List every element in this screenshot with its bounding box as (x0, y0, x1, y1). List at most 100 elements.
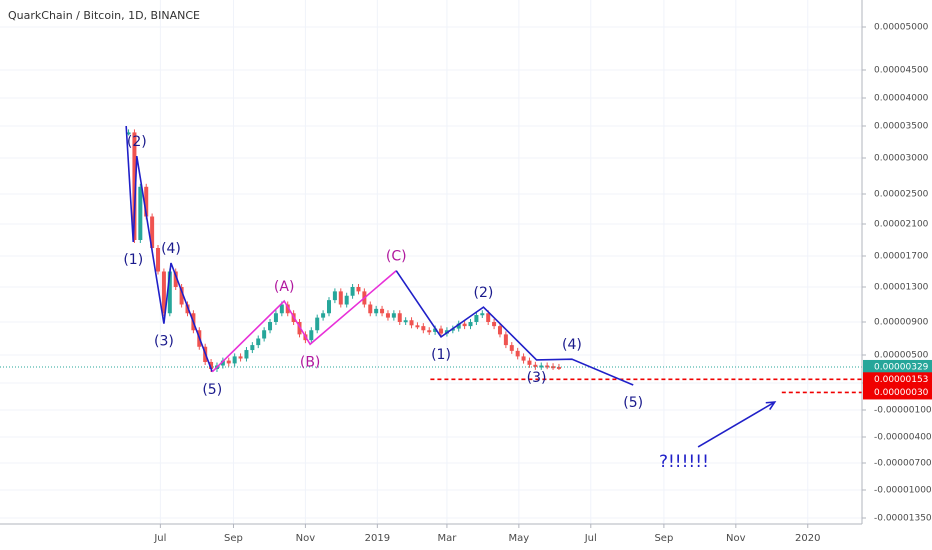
wave-label: (A) (274, 279, 295, 295)
candle (232, 356, 237, 364)
y-tick-label: 0.00002500 (874, 190, 929, 200)
candle (285, 304, 290, 314)
candle (209, 362, 214, 369)
y-tick-label: 0.00005000 (874, 23, 929, 33)
candle (433, 328, 438, 332)
chart-title: QuarkChain / Bitcoin, 1D, BINANCE (8, 9, 200, 22)
wave-label: (3) (527, 370, 547, 386)
candle (262, 330, 267, 339)
x-tick-label: Jul (584, 533, 597, 544)
x-tick-label: 2019 (365, 533, 390, 544)
wave-label: (B) (300, 354, 321, 370)
candle (173, 271, 178, 287)
candle (492, 322, 497, 327)
y-tick-label: -0.00001350 (874, 514, 932, 524)
price-label: 0.00000329 (874, 362, 929, 372)
y-tick-label: 0.00004500 (874, 66, 929, 76)
candle (220, 360, 225, 366)
candle (480, 313, 485, 316)
price-label-box (863, 385, 932, 400)
candle (279, 304, 284, 314)
y-tick-label: 0.00003000 (874, 154, 929, 164)
price-label-box (863, 372, 932, 387)
y-tick-label: 0.00000500 (874, 351, 929, 361)
wave-line (395, 270, 634, 386)
candle (397, 313, 402, 322)
wave-label: (4) (161, 241, 181, 257)
candle (144, 186, 149, 217)
candle (167, 271, 172, 314)
candle (503, 334, 508, 346)
candle (350, 287, 355, 296)
price-label: 0.00000030 (874, 388, 929, 398)
wave-label: (3) (154, 334, 174, 350)
y-tick-label: 0.00001300 (874, 283, 929, 293)
wave-label: (1) (123, 252, 143, 268)
candle (326, 300, 331, 314)
candle (486, 313, 491, 322)
candle (297, 322, 302, 335)
candle (539, 365, 544, 368)
candle (521, 356, 526, 361)
x-tick-label: Sep (224, 533, 243, 544)
candle (238, 356, 243, 359)
wave-label: (4) (562, 337, 582, 353)
candle (456, 323, 461, 329)
candle (321, 313, 326, 318)
wave-line (125, 125, 214, 373)
candle (250, 345, 255, 351)
candle (427, 330, 432, 333)
wave-label: (2) (474, 285, 494, 301)
x-tick-label: Mar (437, 533, 457, 544)
candle (138, 186, 143, 240)
candle (556, 366, 561, 369)
annotation: ?!!!!!! (659, 452, 709, 472)
candle (385, 313, 390, 318)
candle (515, 350, 520, 357)
candle (450, 328, 455, 331)
candle (374, 308, 379, 314)
x-tick-label: 2020 (795, 533, 820, 544)
x-tick-label: Nov (726, 533, 746, 544)
price-label: 0.00000153 (874, 375, 928, 385)
y-tick-label: 0.00003500 (874, 122, 929, 132)
candle (132, 132, 137, 240)
candle (391, 313, 396, 318)
candle (150, 216, 155, 248)
candle (315, 317, 320, 331)
candle (474, 315, 479, 322)
candle (332, 291, 337, 301)
candle (309, 330, 314, 341)
candle (439, 328, 444, 334)
y-tick-label: 0.00001700 (874, 252, 929, 262)
candle (509, 345, 514, 351)
candle (403, 320, 408, 323)
candle (344, 295, 349, 305)
candle (256, 338, 261, 346)
y-tick-label: 0.00002100 (874, 220, 929, 230)
wave-label: (5) (202, 382, 222, 398)
candle (421, 326, 426, 331)
arrow-head (765, 401, 777, 410)
price-label-box (863, 359, 932, 374)
candle (468, 322, 473, 327)
candle (409, 320, 414, 326)
wave-label: (5) (623, 395, 643, 411)
candle (185, 304, 190, 314)
x-tick-label: Sep (654, 533, 673, 544)
candle (126, 132, 131, 135)
y-tick-label: 0.00004000 (874, 94, 929, 104)
candle (497, 326, 502, 335)
candle (338, 291, 343, 305)
y-tick-label: -0.00000100 (874, 406, 932, 416)
x-tick-label: Nov (296, 533, 316, 544)
wave-label: (1) (431, 347, 451, 363)
wave-label: (C) (386, 249, 407, 265)
candle (551, 366, 556, 369)
candle (356, 287, 361, 292)
candle (156, 248, 161, 272)
candle (527, 360, 532, 365)
candle (268, 322, 273, 331)
y-tick-label: -0.00000700 (874, 459, 932, 469)
